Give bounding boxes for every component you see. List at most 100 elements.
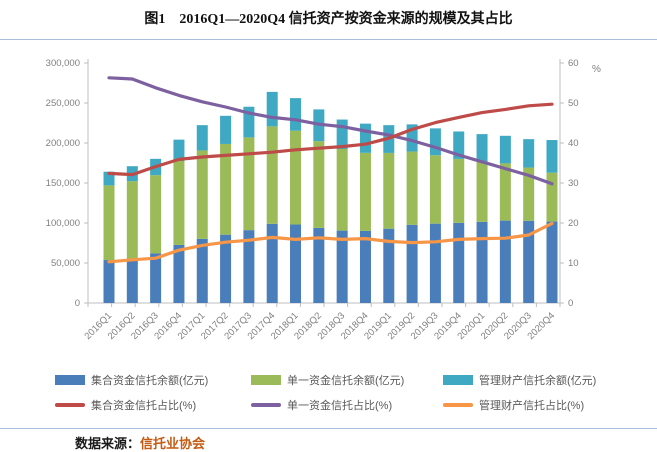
svg-text:20: 20: [568, 218, 579, 229]
svg-text:200,000: 200,000: [46, 138, 80, 149]
legend-label: 管理财产信托占比(%): [479, 400, 585, 412]
bar-segment-s1-q17: [499, 163, 511, 221]
stacked-bars: [103, 91, 558, 303]
bar-segment-s1-q3: [173, 161, 185, 245]
bar-segment-s0-q16: [476, 221, 488, 303]
bar-segment-s0-q12: [383, 228, 395, 303]
share-line-2: [107, 221, 554, 264]
bar-segment-s0-q2: [150, 253, 162, 303]
share-line-1: [107, 76, 554, 186]
svg-text:50,000: 50,000: [51, 258, 80, 269]
data-source-note: 数据来源：信托业协会: [75, 433, 205, 452]
bar-segment-s1-q10: [336, 149, 348, 231]
source-prefix: 数据来源：: [75, 436, 141, 451]
svg-text:0: 0: [568, 298, 573, 309]
legend-item-collective-share: 集合资金信托占比(%): [55, 397, 251, 413]
bar-segment-s1-q15: [453, 158, 465, 223]
bar-segment-s1-q19: [546, 172, 558, 222]
bar-segment-s0-q13: [406, 224, 418, 303]
bar-segment-s2-q13: [406, 124, 418, 152]
source-org: 信托业协会: [140, 436, 206, 451]
single-share-line-icon: [251, 403, 281, 407]
bar-segment-s0-q8: [290, 224, 302, 303]
bar-segment-s2-q11: [359, 123, 371, 153]
bar-segment-s0-q10: [336, 230, 348, 303]
bar-segment-s1-q13: [406, 151, 418, 225]
legend-label: 单一资金信托余额(亿元): [287, 375, 405, 387]
bar-segment-s0-q0: [103, 260, 115, 303]
svg-text:0: 0: [75, 298, 80, 309]
bar-segment-s2-q6: [243, 106, 255, 138]
svg-text:60: 60: [568, 58, 579, 69]
svg-text:100,000: 100,000: [46, 218, 80, 229]
svg-text:30: 30: [568, 178, 579, 189]
bar-segment-s1-q18: [523, 167, 535, 221]
bar-segment-s1-q9: [313, 141, 325, 228]
property-share-line-icon: [443, 403, 473, 407]
svg-text:10: 10: [568, 258, 579, 269]
bar-segment-s0-q3: [173, 244, 185, 303]
bar-segment-s0-q15: [453, 222, 465, 303]
bar-segment-s2-q15: [453, 131, 465, 159]
legend-item-property-balance: 管理财产信托余额(亿元): [443, 372, 627, 388]
top-divider: [0, 39, 657, 40]
bar-segment-s1-q6: [243, 137, 255, 231]
bar-segment-s2-q3: [173, 139, 185, 161]
bar-segment-s2-q18: [523, 139, 535, 168]
bar-segment-s2-q4: [196, 125, 208, 151]
bar-segment-s2-q10: [336, 119, 348, 149]
chart-legend: 集合资金信托余额(亿元) 单一资金信托余额(亿元) 管理财产信托余额(亿元) 集…: [55, 372, 635, 413]
legend-item-collective-balance: 集合资金信托余额(亿元): [55, 372, 251, 388]
bar-segment-s1-q2: [150, 175, 162, 254]
property-balance-swatch-icon: [443, 375, 473, 385]
legend-item-property-share: 管理财产信托占比(%): [443, 397, 627, 413]
bar-segment-s0-q9: [313, 227, 325, 303]
svg-text:300,000: 300,000: [46, 58, 80, 69]
bar-segment-s1-q0: [103, 185, 115, 261]
bar-segment-s2-q14: [429, 128, 441, 156]
bar-segment-s2-q5: [220, 115, 232, 144]
bar-segment-s1-q5: [220, 143, 232, 235]
bar-segment-s0-q7: [266, 223, 278, 303]
bar-segment-s1-q16: [476, 161, 488, 222]
bar-segment-s2-q0: [103, 171, 115, 186]
bar-segment-s2-q8: [290, 98, 302, 131]
legend-label: 集合资金信托余额(亿元): [91, 375, 209, 387]
bar-segment-s0-q18: [523, 220, 535, 303]
bar-segment-s2-q16: [476, 134, 488, 162]
bar-segment-s0-q5: [220, 234, 232, 303]
bar-segment-s0-q4: [196, 238, 208, 303]
bar-segment-s1-q8: [290, 130, 302, 225]
legend-label: 集合资金信托占比(%): [91, 400, 197, 412]
svg-text:50: 50: [568, 98, 579, 109]
legend-item-single-share: 单一资金信托占比(%): [251, 397, 443, 413]
bar-segment-s1-q7: [266, 126, 278, 224]
bar-segment-s0-q1: [126, 258, 138, 303]
bar-segment-s0-q6: [243, 230, 255, 303]
bar-segment-s0-q14: [429, 223, 441, 303]
share-line-0: [107, 102, 554, 177]
bar-segment-s0-q11: [359, 230, 371, 303]
svg-text:40: 40: [568, 138, 579, 149]
bar-segment-s2-q17: [499, 135, 511, 164]
bar-segment-s1-q12: [383, 152, 395, 229]
bar-segment-s1-q1: [126, 181, 138, 259]
bottom-divider: [0, 428, 657, 429]
svg-text:%: %: [592, 64, 601, 75]
bar-segment-s0-q17: [499, 220, 511, 303]
bar-segment-s2-q7: [266, 91, 278, 127]
collective-balance-swatch-icon: [55, 375, 85, 385]
chart-canvas: 0 50,000 100,000 150,000 200,000 250,000 300,0…: [46, 58, 601, 342]
bar-segment-s1-q4: [196, 150, 208, 239]
svg-text:150,000: 150,000: [46, 178, 80, 189]
figure-title: 图1 2016Q1—2020Q4 信托资产按资金来源的规模及其占比: [144, 12, 513, 27]
bar-segment-s1-q11: [359, 152, 371, 231]
svg-text:250,000: 250,000: [46, 98, 80, 109]
bar-segment-s0-q19: [546, 221, 558, 303]
legend-label: 单一资金信托占比(%): [287, 400, 393, 412]
single-balance-swatch-icon: [251, 375, 281, 385]
bar-segment-s1-q14: [429, 155, 441, 224]
legend-item-single-balance: 单一资金信托余额(亿元): [251, 372, 443, 388]
bar-segment-s2-q19: [546, 140, 558, 173]
